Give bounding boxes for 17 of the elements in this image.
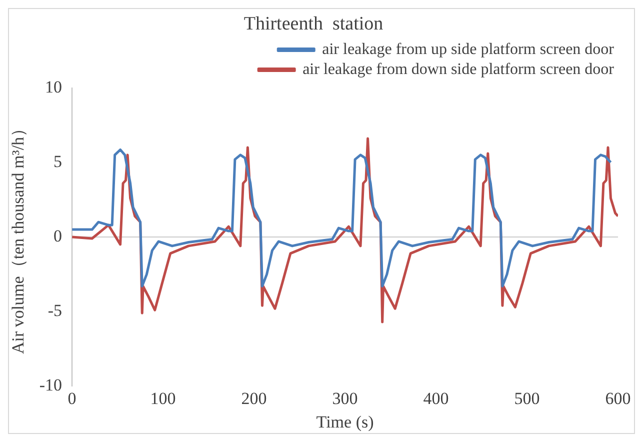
chart-title: Thirteenth station <box>244 13 384 34</box>
x-tick-label: 200 <box>241 388 267 408</box>
y-tick-label: -5 <box>48 301 62 320</box>
y-axis-title: Air volume（ten thousand m³/h） <box>8 120 28 354</box>
x-tick-label: 600 <box>605 388 631 408</box>
legend-label: air leakage from down side platform screen door <box>302 61 615 78</box>
y-tick-label: 0 <box>54 226 62 246</box>
y-tick-label: -10 <box>39 376 62 395</box>
y-tick-label: 10 <box>45 77 62 96</box>
x-axis-title: Time (s) <box>316 412 374 432</box>
x-tick-label: 100 <box>150 388 176 408</box>
x-tick-label: 0 <box>68 388 76 408</box>
y-tick-label: 5 <box>54 152 62 171</box>
legend-label: air leakage from up side platform screen door <box>322 41 615 58</box>
x-tick-label: 300 <box>332 388 358 408</box>
x-tick-label: 400 <box>423 388 449 408</box>
x-tick-label: 500 <box>514 388 540 408</box>
